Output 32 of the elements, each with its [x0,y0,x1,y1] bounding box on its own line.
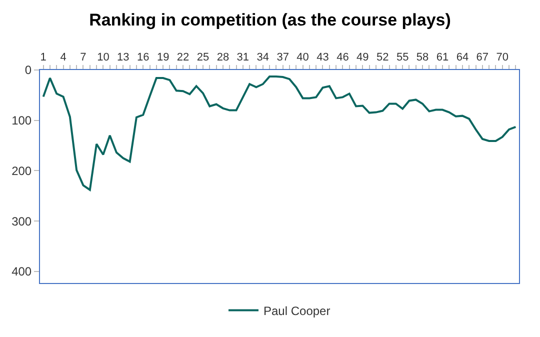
x-tick-label: 64 [456,52,469,64]
x-tick-label: 43 [316,52,329,64]
x-tick-label: 40 [296,52,309,64]
x-tick-label: 61 [436,52,449,64]
line-series [42,76,517,191]
y-tick-label: 100 [12,114,32,128]
x-tick-label: 49 [356,52,369,64]
y-tick-label: 400 [12,264,32,279]
x-tick-label: 55 [396,52,409,64]
x-tick-label: 37 [276,52,289,64]
x-tick-label: 13 [117,52,130,64]
x-tick-label: 67 [476,52,489,64]
x-tick-label: 4 [60,52,66,64]
y-tick-label: 300 [12,214,32,228]
legend-label: Paul Cooper [264,304,330,318]
x-tick-label: 31 [236,52,250,64]
x-tick-label: 1 [40,52,46,64]
x-tick-label: 19 [156,52,170,64]
x-tick-label: 7 [80,52,86,64]
chart-title: Ranking in competition (as the course plays) [89,10,451,30]
x-tick-label: 22 [176,52,190,64]
x-tick-label: 10 [97,52,110,64]
x-tick-label: 34 [256,52,269,64]
y-tick-label: 0 [24,63,32,78]
x-tick-label: 46 [336,52,349,64]
x-tick-label: 52 [376,52,389,64]
x-tick-label: 28 [216,52,230,64]
x-tick-label: 16 [136,52,150,64]
x-tick-label: 70 [496,52,508,64]
x-tick-label: 25 [196,52,210,64]
x-tick-label: 58 [416,52,429,64]
y-tick-label: 200 [12,164,32,178]
